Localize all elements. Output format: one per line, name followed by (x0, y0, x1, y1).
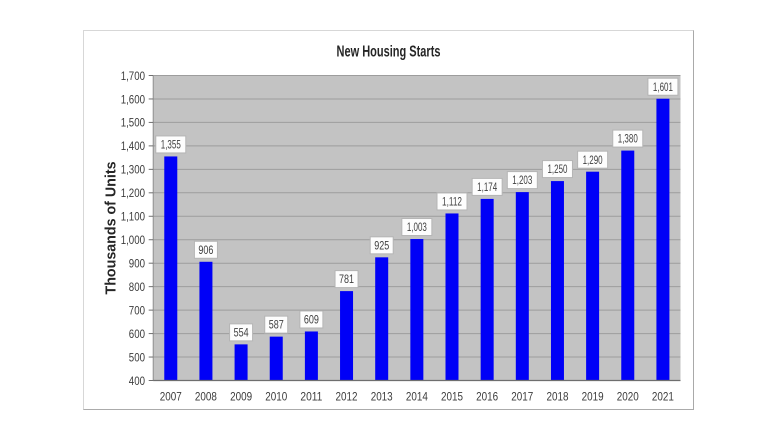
svg-text:1,003: 1,003 (407, 222, 427, 234)
svg-text:2007: 2007 (160, 389, 182, 403)
svg-text:1,500: 1,500 (121, 116, 146, 130)
svg-text:2016: 2016 (476, 389, 498, 403)
svg-text:1,600: 1,600 (121, 92, 146, 106)
svg-text:1,355: 1,355 (161, 140, 181, 152)
svg-text:Thousands of Units: Thousands of Units (102, 162, 119, 295)
svg-text:800: 800 (129, 280, 145, 294)
svg-text:1,200: 1,200 (121, 186, 146, 200)
svg-text:600: 600 (129, 327, 145, 341)
svg-text:554: 554 (234, 327, 249, 339)
svg-text:925: 925 (374, 240, 389, 252)
svg-text:2019: 2019 (582, 389, 604, 403)
svg-text:2018: 2018 (546, 389, 568, 403)
svg-text:2015: 2015 (441, 389, 463, 403)
svg-text:400: 400 (129, 374, 145, 388)
svg-text:1,203: 1,203 (512, 175, 532, 187)
svg-text:900: 900 (129, 256, 145, 270)
svg-text:1,380: 1,380 (618, 134, 638, 146)
svg-text:1,250: 1,250 (547, 164, 567, 176)
svg-text:2021: 2021 (652, 389, 674, 403)
svg-text:1,601: 1,601 (653, 82, 673, 94)
svg-text:781: 781 (339, 274, 354, 286)
svg-text:2020: 2020 (617, 389, 639, 403)
svg-text:1,290: 1,290 (583, 155, 603, 167)
svg-text:1,700: 1,700 (121, 69, 146, 83)
svg-text:587: 587 (269, 320, 284, 332)
svg-text:1,112: 1,112 (442, 197, 462, 209)
svg-text:2012: 2012 (336, 389, 358, 403)
svg-text:2009: 2009 (230, 389, 252, 403)
svg-text:1,300: 1,300 (121, 163, 146, 177)
svg-text:1,174: 1,174 (477, 182, 497, 194)
svg-text:2014: 2014 (406, 389, 428, 403)
svg-text:906: 906 (198, 245, 213, 257)
svg-text:500: 500 (129, 350, 145, 364)
svg-text:2017: 2017 (511, 389, 533, 403)
svg-text:1,000: 1,000 (121, 233, 146, 247)
svg-text:1,100: 1,100 (121, 210, 146, 224)
svg-text:2008: 2008 (195, 389, 217, 403)
svg-text:700: 700 (129, 303, 145, 317)
svg-text:2011: 2011 (300, 389, 322, 403)
svg-text:1,400: 1,400 (121, 139, 146, 153)
svg-text:2010: 2010 (265, 389, 287, 403)
svg-text:2013: 2013 (371, 389, 393, 403)
svg-text:New Housing Starts: New Housing Starts (337, 44, 441, 61)
svg-text:609: 609 (304, 315, 319, 327)
